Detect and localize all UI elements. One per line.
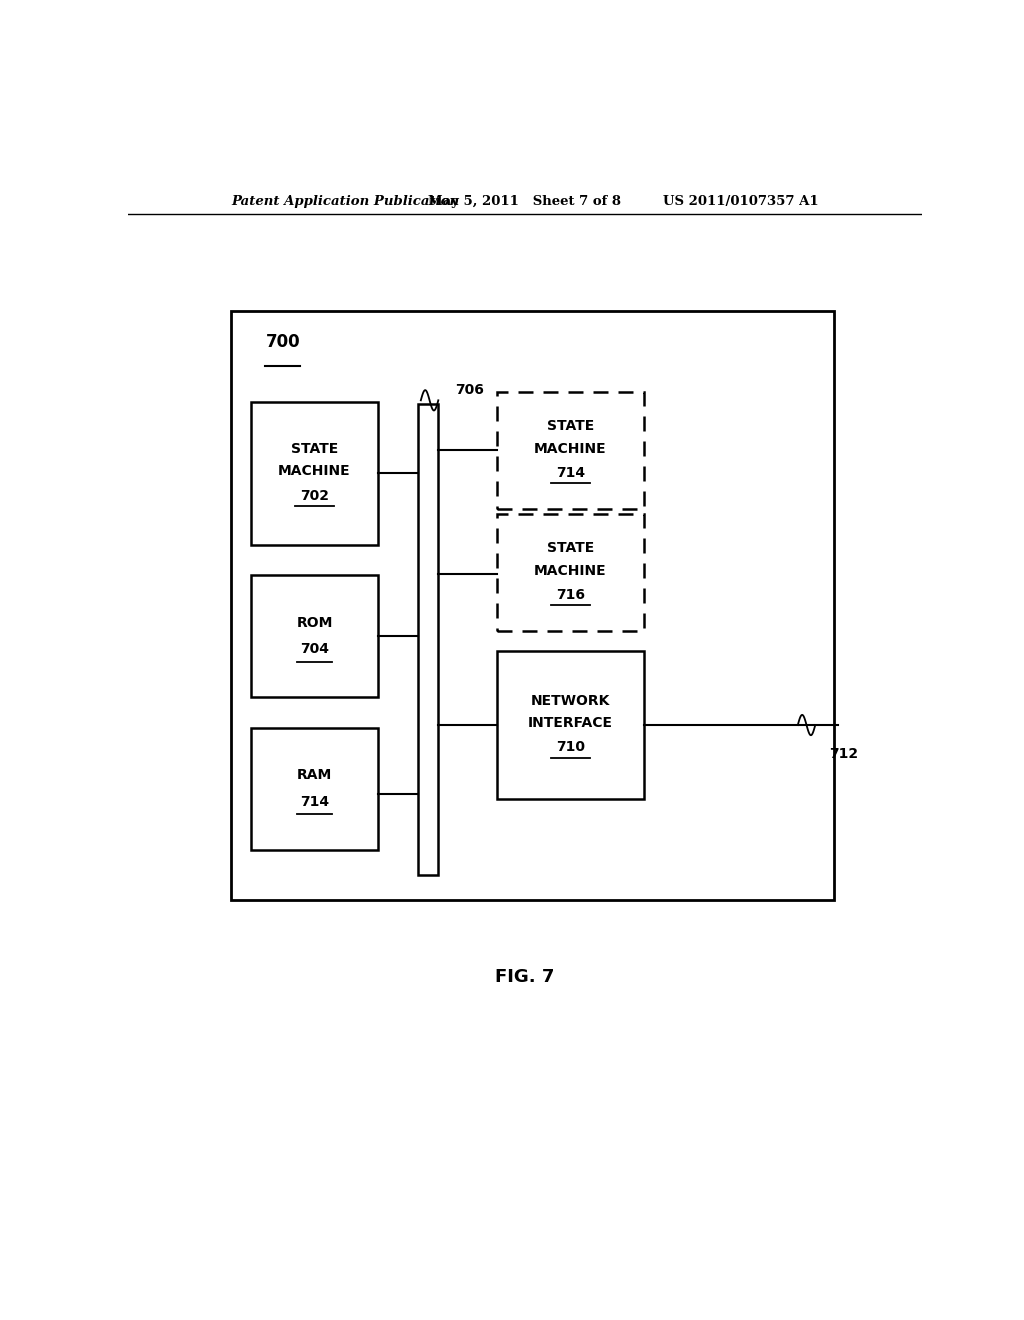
Text: US 2011/0107357 A1: US 2011/0107357 A1: [663, 194, 818, 207]
Bar: [251, 727, 378, 850]
Text: NETWORK: NETWORK: [530, 693, 610, 708]
Bar: [251, 403, 378, 545]
Text: 706: 706: [455, 383, 483, 397]
Bar: [231, 312, 835, 900]
Text: May 5, 2011   Sheet 7 of 8: May 5, 2011 Sheet 7 of 8: [428, 194, 622, 207]
Text: 702: 702: [300, 488, 329, 503]
Text: RAM: RAM: [297, 768, 332, 783]
Bar: [497, 515, 644, 631]
Text: 700: 700: [265, 333, 300, 351]
Text: FIG. 7: FIG. 7: [496, 968, 554, 986]
Text: 716: 716: [556, 587, 585, 602]
Text: Patent Application Publication: Patent Application Publication: [231, 194, 460, 207]
Bar: [251, 576, 378, 697]
Bar: [418, 404, 438, 875]
Text: 714: 714: [300, 795, 329, 809]
Text: STATE: STATE: [291, 442, 338, 457]
Text: 712: 712: [828, 747, 858, 762]
Text: STATE: STATE: [547, 420, 594, 433]
Text: INTERFACE: INTERFACE: [528, 715, 613, 730]
Text: MACHINE: MACHINE: [535, 442, 607, 455]
Bar: [497, 651, 644, 799]
Text: MACHINE: MACHINE: [279, 465, 351, 478]
Text: 710: 710: [556, 741, 585, 755]
Text: STATE: STATE: [547, 541, 594, 556]
Bar: [497, 392, 644, 510]
Text: 714: 714: [556, 466, 585, 480]
Text: MACHINE: MACHINE: [535, 564, 607, 578]
Text: 704: 704: [300, 643, 329, 656]
Text: ROM: ROM: [296, 616, 333, 630]
